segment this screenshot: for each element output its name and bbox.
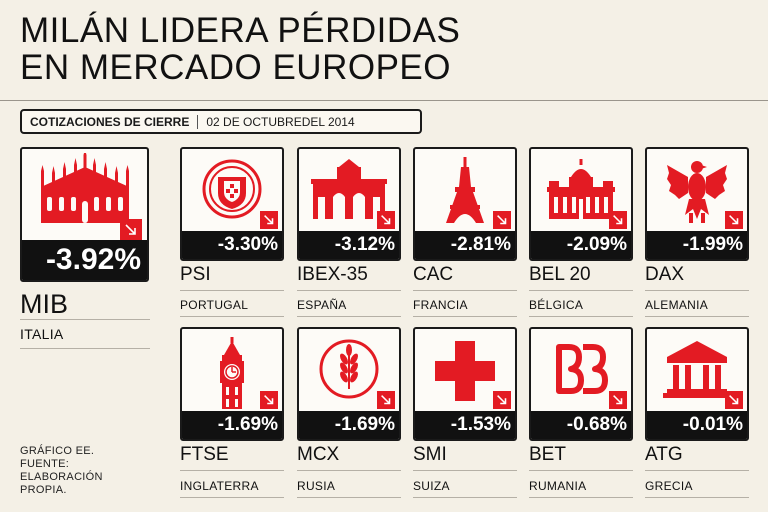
divider <box>180 290 284 291</box>
divider <box>413 497 517 498</box>
divider <box>645 316 749 317</box>
divider <box>180 497 284 498</box>
country-name: PORTUGAL <box>180 298 249 312</box>
banner-separator <box>197 114 199 129</box>
market-card-dax: -1.99% <box>645 147 749 261</box>
change-value: -3.12% <box>299 231 399 259</box>
divider <box>413 316 517 317</box>
change-value: -0.68% <box>531 411 631 439</box>
divider <box>529 290 633 291</box>
divider <box>20 319 150 320</box>
market-card-mib: -3.92% <box>20 147 149 282</box>
german-eagle-icon <box>667 161 727 223</box>
divider <box>413 290 517 291</box>
market-card-cac: -2.81% <box>413 147 517 261</box>
down-arrow-icon <box>377 391 395 409</box>
divider <box>180 470 284 471</box>
change-value: -1.69% <box>182 411 282 439</box>
title-divider <box>0 100 768 101</box>
page-title: MILÁN LIDERA PÉRDIDAS EN MERCADO EUROPEO <box>20 12 460 86</box>
down-arrow-icon <box>493 391 511 409</box>
market-card-mcx: -1.69% <box>297 327 401 441</box>
index-name: CAC <box>413 264 454 285</box>
change-value: -3.30% <box>182 231 282 259</box>
down-arrow-icon <box>609 211 627 229</box>
swiss-cross-icon <box>435 341 495 401</box>
market-card-ftse: -1.69% <box>180 327 284 441</box>
market-card-ibex-35: -3.12% <box>297 147 401 261</box>
change-value: -1.53% <box>415 411 515 439</box>
banner-label: COTIZACIONES DE CIERRE <box>30 114 190 129</box>
title-line-1: MILÁN LIDERA PÉRDIDAS <box>20 11 461 50</box>
divider <box>413 470 517 471</box>
change-value: -1.69% <box>299 411 399 439</box>
country-name: SUIZA <box>413 479 450 493</box>
source-footnote: GRÁFICO EE. FUENTE: ELABORACIÓN PROPIA. <box>20 445 103 496</box>
big-ben-icon <box>220 337 244 409</box>
market-card-bet: -0.68% <box>529 327 633 441</box>
market-card-psi: -3.30% <box>180 147 284 261</box>
country-name: ALEMANIA <box>645 298 709 312</box>
down-arrow-icon <box>493 211 511 229</box>
banner-date: 02 DE OCTUBREDEL 2014 <box>206 114 355 129</box>
divider <box>645 290 749 291</box>
index-name: BET <box>529 444 566 465</box>
index-name: DAX <box>645 264 685 285</box>
index-name: ATG <box>645 444 683 465</box>
divider <box>180 316 284 317</box>
portugal-shield-icon <box>202 159 262 219</box>
divider <box>297 290 401 291</box>
change-value: -3.92% <box>22 240 147 280</box>
greek-temple-icon <box>663 341 731 398</box>
down-arrow-icon <box>609 391 627 409</box>
down-arrow-icon <box>725 211 743 229</box>
change-value: -2.81% <box>415 231 515 259</box>
divider <box>297 497 401 498</box>
country-name: ESPAÑA <box>297 298 347 312</box>
index-name: MCX <box>297 444 340 465</box>
divider <box>297 470 401 471</box>
divider <box>529 497 633 498</box>
down-arrow-icon <box>260 211 278 229</box>
country-name: ITALIA <box>20 326 64 342</box>
puerta-de-alcala-icon <box>311 159 387 219</box>
divider <box>529 316 633 317</box>
divider <box>645 497 749 498</box>
down-arrow-icon <box>377 211 395 229</box>
market-card-smi: -1.53% <box>413 327 517 441</box>
index-name: PSI <box>180 264 211 285</box>
country-name: GRECIA <box>645 479 693 493</box>
index-name: MIB <box>20 289 69 319</box>
country-name: RUSIA <box>297 479 336 493</box>
bvb-logo-icon <box>556 344 608 394</box>
title-line-2: EN MERCADO EUROPEO <box>20 48 451 87</box>
market-card-atg: -0.01% <box>645 327 749 441</box>
country-name: BÉLGICA <box>529 298 584 312</box>
change-value: -0.01% <box>647 411 747 439</box>
index-name: IBEX-35 <box>297 264 368 285</box>
country-name: RUMANIA <box>529 479 587 493</box>
down-arrow-icon <box>260 391 278 409</box>
index-name: FTSE <box>180 444 229 465</box>
change-value: -1.99% <box>647 231 747 259</box>
eiffel-tower-icon <box>446 157 484 223</box>
country-name: INGLATERRA <box>180 479 259 493</box>
index-name: BEL 20 <box>529 264 591 285</box>
divider <box>529 470 633 471</box>
quote-banner: COTIZACIONES DE CIERRE 02 DE OCTUBREDEL … <box>20 109 422 134</box>
divider <box>20 348 150 349</box>
divider <box>645 470 749 471</box>
market-card-bel-20: -2.09% <box>529 147 633 261</box>
index-name: SMI <box>413 444 447 465</box>
country-name: FRANCIA <box>413 298 468 312</box>
wheat-emblem-icon <box>319 339 379 399</box>
down-arrow-icon <box>120 219 142 241</box>
change-value: -2.09% <box>531 231 631 259</box>
divider <box>297 316 401 317</box>
down-arrow-icon <box>725 391 743 409</box>
milan-cathedral-icon <box>40 153 129 223</box>
brussels-palace-icon <box>547 159 615 219</box>
